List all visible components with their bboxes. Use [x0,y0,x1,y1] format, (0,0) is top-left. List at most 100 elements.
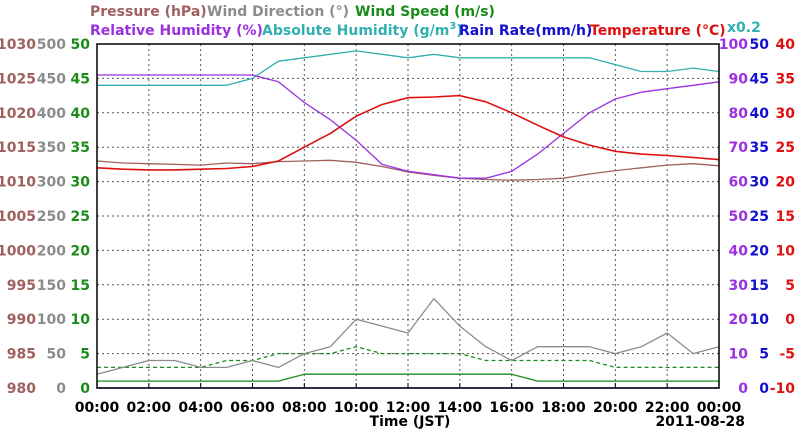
grid [97,44,719,388]
pressure-tick-label: 1020 [0,106,36,122]
rain_rate-tick-label: 10 [750,312,770,328]
temperature-tick-label: -10 [770,381,796,397]
abs-humidity-scale-note: x0.2 [727,20,761,36]
relative_humidity-tick-label: 30 [729,278,749,294]
temperature-tick-label: -5 [779,347,795,363]
x-axis-label: Time (JST) [370,414,451,430]
rain_rate-tick-label: 50 [750,37,770,53]
wind_speed-tick-label: 40 [71,106,91,122]
wind_direction-tick-label: 500 [37,37,66,53]
relative_humidity-tick-label: 60 [729,175,749,191]
x-tick-label: 16:00 [489,400,534,416]
x-tick-label: 22:00 [645,400,690,416]
legend-absolute-humidity-close: ) [456,23,462,39]
wind_direction-tick-label: 450 [37,71,66,87]
pressure-tick-label: 980 [7,381,36,397]
pressure-tick-label: 1010 [0,175,36,191]
wind_speed-tick-label: 25 [71,209,90,225]
rain_rate-tick-label: 45 [750,71,769,87]
rain_rate-tick-label: 15 [750,278,769,294]
legend: Pressure (hPa) Wind Direction (°) Wind S… [90,4,761,39]
wind_speed-tick-label: 10 [71,312,91,328]
x-tick-label: 00:00 [697,400,742,416]
rain_rate-tick-label: 40 [750,106,770,122]
x-tick-label: 04:00 [178,400,223,416]
pressure-tick-label: 1025 [0,71,36,87]
wind_direction-tick-label: 100 [37,312,66,328]
wind_speed-tick-label: 50 [71,37,91,53]
legend-absolute-humidity: Absolute Humidity (g/m3) [262,21,463,39]
relative_humidity-tick-label: 40 [729,243,749,259]
pressure-tick-label: 990 [7,312,36,328]
x-tick-label: 10:00 [334,400,379,416]
x-tick-label: 00:00 [75,400,120,416]
x-tick-label: 06:00 [230,400,275,416]
pressure-tick-label: 995 [7,278,36,294]
x-tick-label: 08:00 [282,400,327,416]
wind_direction-tick-label: 0 [56,381,66,397]
temperature-tick-label: 0 [785,312,795,328]
relative_humidity-tick-label: 50 [729,209,749,225]
wind_direction-tick-label: 300 [37,175,66,191]
relative_humidity-tick-label: 80 [729,106,749,122]
rain_rate-tick-label: 20 [750,243,770,259]
x-tick-label: 12:00 [386,400,431,416]
wind_direction-tick-label: 250 [37,209,66,225]
temperature-tick-label: 5 [785,278,795,294]
wind_direction-tick-label: 400 [37,106,66,122]
wind_speed-tick-label: 15 [71,278,90,294]
relative-humidity-series-line [97,74,720,179]
wind_speed-tick-label: 30 [71,175,91,191]
relative_humidity-tick-label: 0 [738,381,748,397]
wind_speed-tick-label: 5 [80,347,90,363]
y-axis-ticks: 1030102510201015101010051000995990985980… [0,37,795,397]
legend-absolute-humidity-text: Absolute Humidity (g/m [262,23,449,39]
relative_humidity-tick-label: 90 [729,71,749,87]
x-tick-label: 20:00 [593,400,638,416]
legend-wind-direction: Wind Direction (°) [207,4,349,20]
pressure-tick-label: 1030 [0,37,36,53]
relative_humidity-tick-label: 70 [729,140,749,156]
temperature-series-line [96,94,720,171]
pressure-tick-label: 985 [7,347,36,363]
wind_direction-tick-label: 50 [47,347,67,363]
absolute-humidity-series-line [97,50,720,86]
rain_rate-tick-label: 5 [759,347,769,363]
x-tick-label: 14:00 [438,400,483,416]
wind_speed-tick-label: 0 [80,381,90,397]
temperature-tick-label: 35 [776,71,795,87]
x-axis-ticks: 00:00 02:00 04:00 06:00 08:00 10:00 12:00 14:00… [75,383,742,416]
relative_humidity-tick-label: 20 [729,312,749,328]
rain_rate-tick-label: 35 [750,140,769,156]
relative_humidity-tick-label: 100 [719,37,748,53]
wind_speed-tick-label: 35 [71,140,90,156]
temperature-tick-label: 25 [776,140,795,156]
wind-direction-series-line [96,297,720,375]
legend-absolute-humidity-sup: 3 [449,21,456,32]
legend-relative-humidity: Relative Humidity (%) [90,23,263,39]
wind_direction-tick-label: 350 [37,140,66,156]
wind-speed-series-line [97,373,719,382]
x-tick-label: 02:00 [127,400,172,416]
temperature-tick-label: 40 [776,37,796,53]
temperature-tick-label: 15 [776,209,795,225]
legend-rain-rate: Rain Rate(mm/h) [459,23,592,39]
pressure-series-line [96,159,720,181]
wind_speed-tick-label: 20 [71,243,91,259]
rain_rate-tick-label: 25 [750,209,769,225]
relative_humidity-tick-label: 10 [729,347,749,363]
legend-temperature: Temperature (°C) [590,23,726,39]
chart-date: 2011-08-28 [655,414,745,430]
rain_rate-tick-label: 0 [759,381,769,397]
legend-pressure: Pressure (hPa) [90,4,207,20]
rain_rate-tick-label: 30 [750,175,770,191]
legend-wind-speed: Wind Speed (m/s) [355,4,495,20]
temperature-tick-label: 10 [776,243,796,259]
x-tick-label: 18:00 [541,400,586,416]
pressure-tick-label: 1000 [0,243,36,259]
temperature-tick-label: 30 [776,106,796,122]
temperature-tick-label: 20 [776,175,796,191]
pressure-tick-label: 1015 [0,140,36,156]
wind_direction-tick-label: 200 [37,243,66,259]
